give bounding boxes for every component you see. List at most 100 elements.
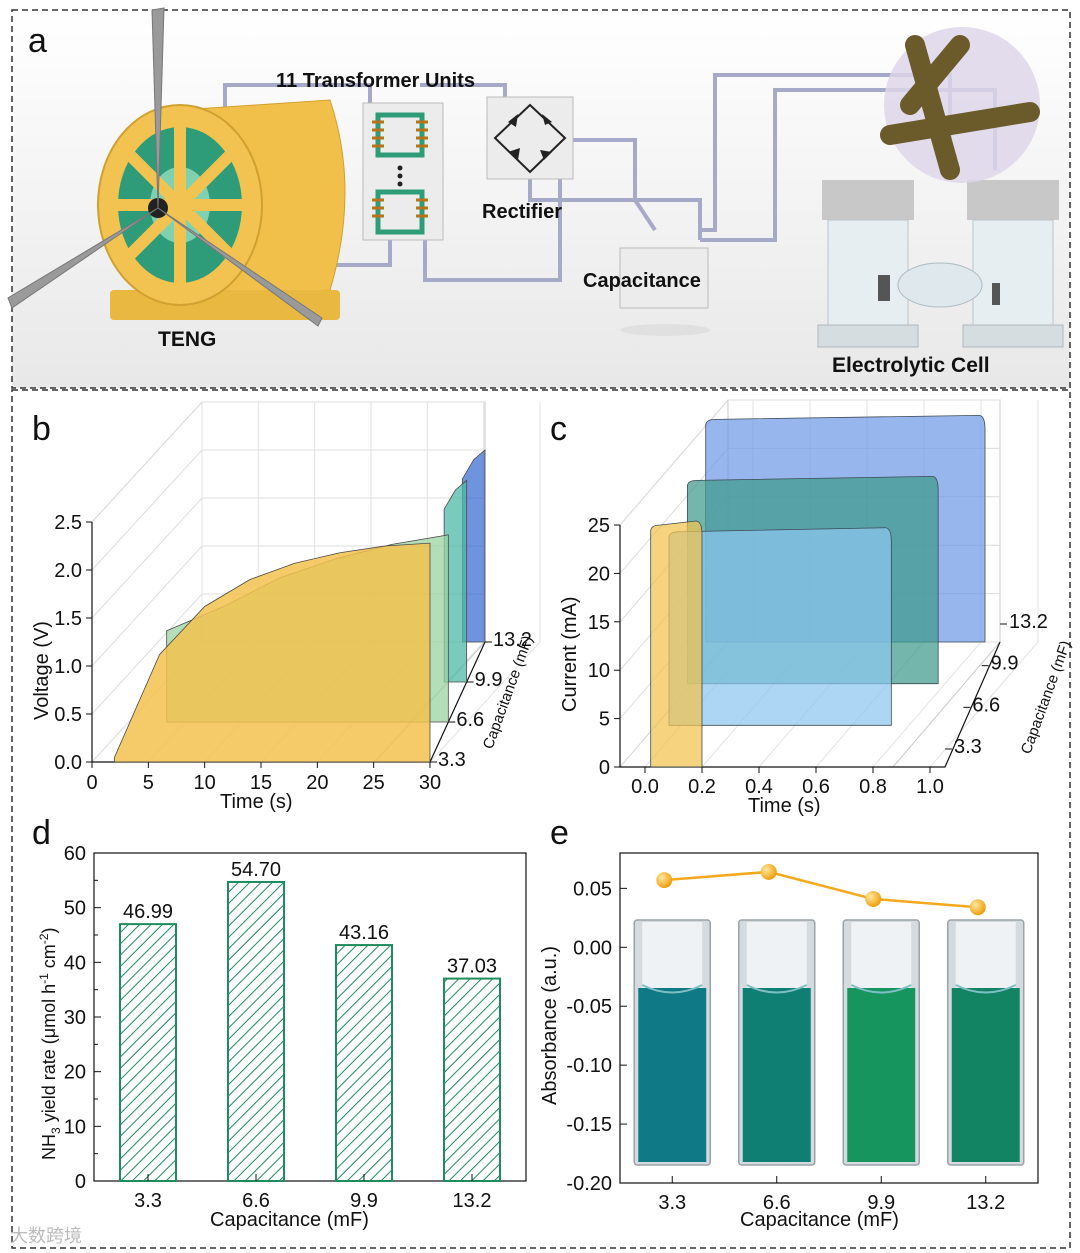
e-series-line: [664, 870, 978, 909]
e-vial-air: [955, 922, 1016, 992]
e-y-tick-label: 0.00: [573, 937, 612, 959]
e-x-tick-label: 6.6: [763, 1192, 791, 1214]
cell-label: Electrolytic Cell: [832, 354, 990, 377]
c-y-tick-label: 15: [588, 612, 610, 634]
panel-a: a: [7, 7, 1071, 389]
e-vial-air: [746, 922, 807, 992]
d-y-tick-label: 40: [64, 952, 86, 974]
capacitance-label: Capacitance: [583, 270, 701, 292]
c-x-tick-label: 0.2: [688, 776, 716, 798]
d-ylabel-a: NH: [39, 1134, 59, 1160]
e-data-point: [969, 899, 986, 916]
panel-b-ticks: 0 5 10 15 20 25 30 0.0 0.5 1.0 1.5 2.0 2.5 3.3 6.6 9.9 1…: [54, 512, 532, 794]
c-y-tick-label: 0: [599, 757, 610, 779]
panel-e-line: [656, 863, 986, 916]
e-vial: [633, 919, 711, 1166]
b-grid-line: [429, 402, 541, 763]
e-vial: [738, 919, 816, 1166]
d-bar-value-label: 46.99: [123, 901, 173, 923]
e-y-tick-label: -0.20: [566, 1173, 612, 1195]
watermark: 大数跨境: [10, 1226, 82, 1247]
transformer-label: 11 Transformer Units: [276, 70, 475, 92]
b-y-tick-label: 0.0: [54, 752, 82, 774]
e-y-tick-label: -0.15: [566, 1114, 612, 1136]
d-ylabel-sup1: -1: [37, 973, 51, 984]
d-ylabel-d: ): [39, 928, 59, 934]
e-vial-meniscus: [850, 984, 912, 994]
panel-c-axes: [619, 525, 1001, 768]
d-y-tick-label: 20: [64, 1062, 86, 1084]
e-vial-liquid: [847, 988, 916, 1162]
d-bar-value-label: 43.16: [339, 922, 389, 944]
c-z-tick-label: 9.9: [991, 653, 1019, 675]
panels-frame: [11, 389, 1071, 1249]
e-y-tick-label: -0.10: [566, 1055, 612, 1077]
d-x-tick-label: 3.3: [134, 1190, 162, 1212]
d-bar-value-label: 37.03: [447, 956, 497, 978]
panel-e-letter: e: [550, 814, 569, 852]
d-bar: [227, 880, 285, 1182]
b-x-tick-label: 25: [363, 772, 385, 794]
b-y-axis-label: Voltage (V): [31, 621, 53, 720]
teng-label: TENG: [158, 328, 216, 351]
e-vial: [947, 919, 1025, 1166]
e-vial-meniscus: [746, 984, 808, 994]
e-data-point: [656, 872, 673, 889]
c-grid-line: [929, 400, 1039, 768]
c-x-tick-label: 0.0: [631, 776, 659, 798]
e-x-tick-label: 13.2: [966, 1192, 1005, 1214]
d-ylabel-b: yield rate (μmol h: [39, 984, 59, 1127]
transformer-units: 11 Transformer Units: [276, 70, 475, 241]
teng-generator: TENG: [7, 7, 346, 351]
panel-d-bars: 46.99 3.3 54.70 6.6 43.16 9.9 37.03 13.2: [119, 859, 501, 1212]
e-data-point: [760, 863, 777, 880]
e-y-axis-label: Absorbance (a.u.): [539, 946, 561, 1105]
d-bar: [335, 944, 393, 1182]
d-x-tick-label: 6.6: [242, 1190, 270, 1212]
d-y-tick-label: 0: [75, 1171, 86, 1193]
panel-c-ticks: 0.0 0.2 0.4 0.6 0.8 1.0 0 5 10 15 20 25 3.3 6.6 9.9 13.…: [588, 515, 1048, 798]
c-x-tick-label: 0.6: [802, 776, 830, 798]
b-x-axis-label: Time (s): [220, 791, 293, 813]
electrolytic-cell: Electrolytic Cell: [817, 27, 1064, 377]
b-series-3.3: [114, 542, 431, 763]
b-x-tick-label: 15: [250, 772, 272, 794]
d-ylabel-c: cm: [39, 944, 59, 973]
b-x-tick-label: 20: [306, 772, 328, 794]
b-z-tick-label: 13.2: [493, 629, 532, 651]
e-vial-liquid: [742, 988, 811, 1162]
panel-c: c 0.0 0.2 0.4 0.6 0.8 1.0 0 5 10 15 20 25 3.3 6.6 9.9 1…: [550, 399, 1075, 817]
d-y-axis-label: NH3 yield rate (μmol h-1 cm-2): [37, 928, 63, 1160]
b-x-tick-label: 0: [86, 772, 97, 794]
e-vial-liquid: [951, 988, 1020, 1162]
panel-d: d 0 10 20 30 40 50 60 46.99 3.3 54.70 6.6 43.16 9.9…: [32, 814, 527, 1231]
b-y-tick-label: 1.5: [54, 608, 82, 630]
panel-d-letter: d: [32, 814, 51, 852]
d-bar: [443, 977, 501, 1182]
c-y-tick-label: 25: [588, 515, 610, 537]
e-x-axis-label: Capacitance (mF): [740, 1209, 899, 1231]
c-y-tick-label: 20: [588, 563, 610, 585]
d-bar-value-label: 54.70: [231, 859, 281, 881]
e-vial-liquid: [638, 988, 707, 1162]
e-vial-meniscus: [641, 984, 703, 994]
b-z-tick-label: 9.9: [475, 669, 503, 691]
d-ylabel-sup2: -2: [37, 933, 51, 944]
panel-e-ticks: 0.05 0.00 -0.05 -0.10 -0.15 -0.20 3.3 6.6 9.9 13.…: [566, 878, 1005, 1214]
d-y-tick-label: 30: [64, 1007, 86, 1029]
b-x-tick-label: 30: [419, 772, 441, 794]
e-x-tick-label: 3.3: [658, 1192, 686, 1214]
d-x-axis-label: Capacitance (mF): [210, 1209, 369, 1231]
c-grid-line: [619, 399, 1000, 526]
b-grid-line: [91, 401, 485, 523]
e-vial-air: [851, 922, 912, 992]
c-y-tick-label: 5: [599, 709, 610, 731]
panel-b-letter: b: [32, 410, 51, 448]
e-y-tick-label: -0.05: [566, 996, 612, 1018]
c-series-3.3: [650, 520, 703, 768]
d-y-tick-label: 10: [64, 1116, 86, 1138]
b-z-tick-label: 6.6: [456, 709, 484, 731]
panel-d-ticks: 0 10 20 30 40 50 60: [64, 843, 101, 1193]
c-x-tick-label: 0.8: [859, 776, 887, 798]
c-z-tick-label: 3.3: [954, 736, 982, 758]
